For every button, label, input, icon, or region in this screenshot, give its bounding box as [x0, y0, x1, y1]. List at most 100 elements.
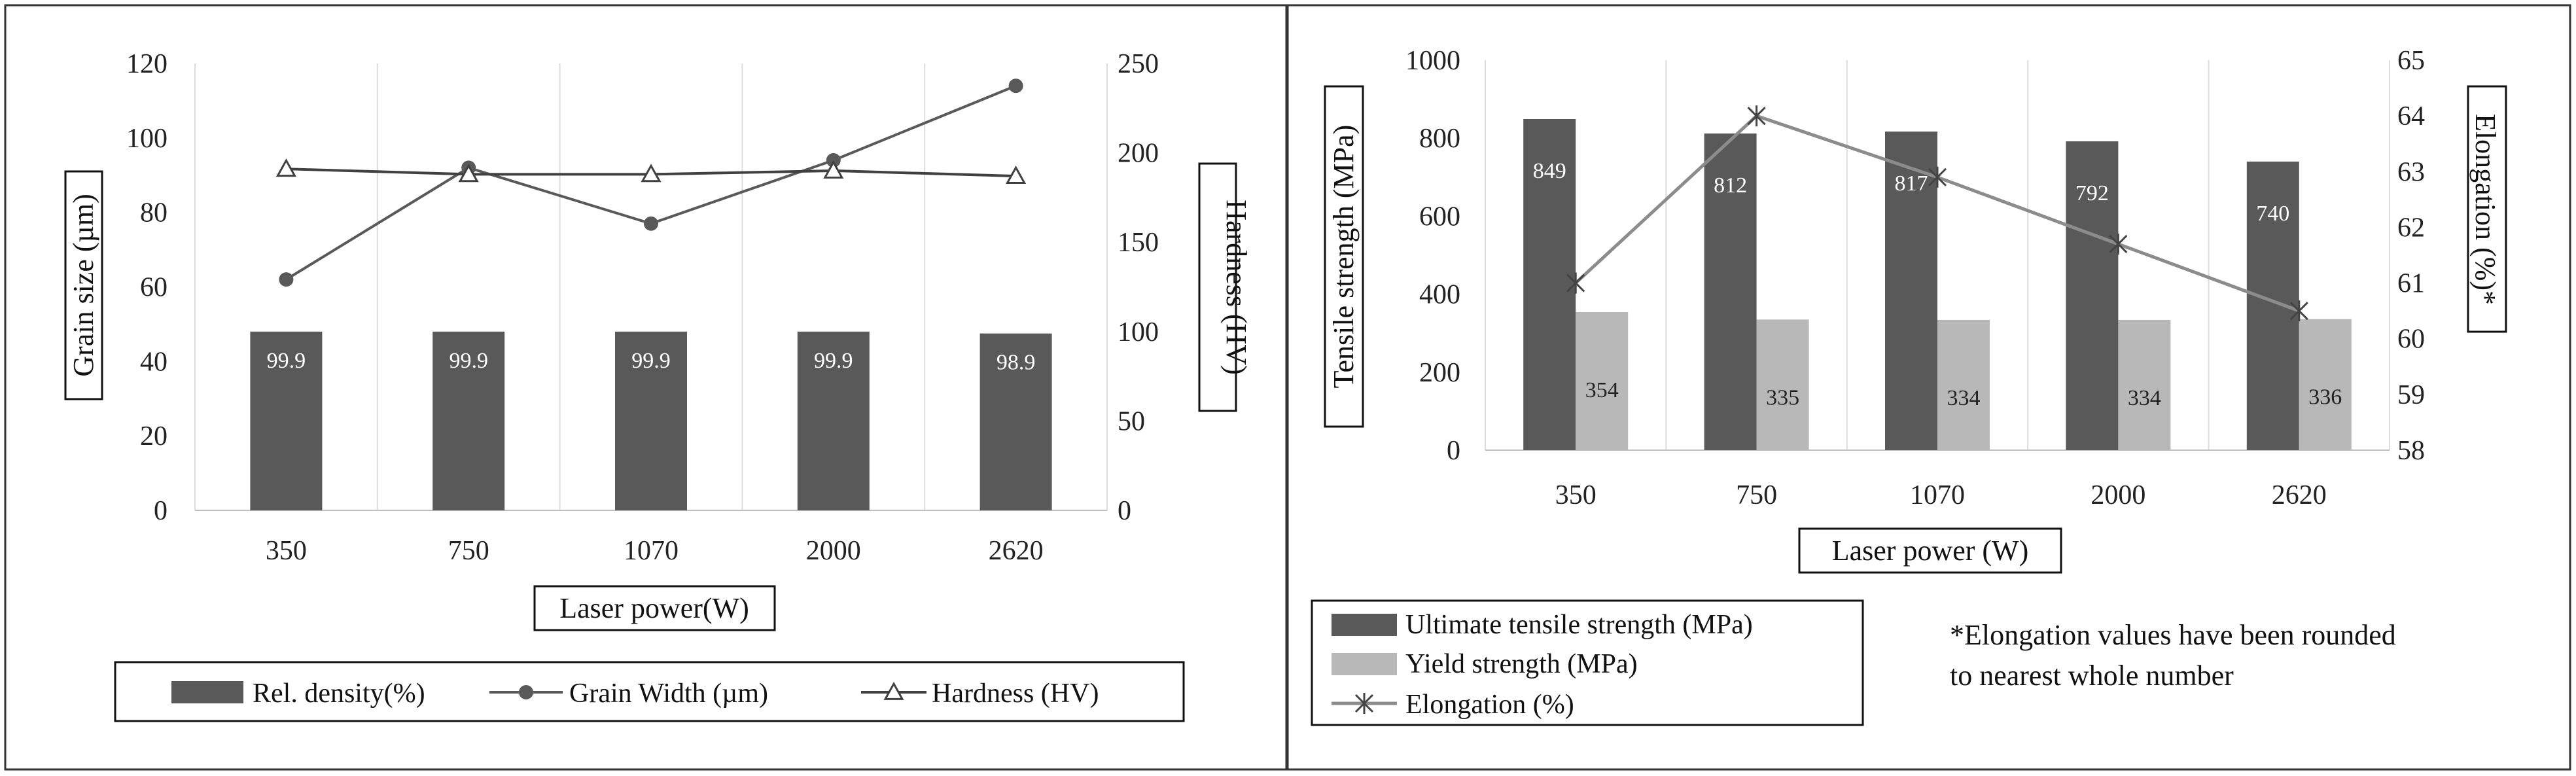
x-tick-label: 750	[1736, 480, 1777, 510]
footnote-line: to nearest whole number	[1950, 660, 2234, 692]
bar-rel-density	[797, 331, 870, 510]
bar-ultimate-tensile-strength	[2066, 141, 2119, 450]
bar-yield-strength	[1576, 312, 1629, 450]
y-tick-label: 40	[140, 347, 168, 377]
chart-tensile-elongation: 0 200 400 600 800 1000 58 59 60 61 62 63 64 65 350 750 1…	[1311, 46, 2507, 726]
point-hardness	[641, 164, 662, 183]
y-tick-label: 200	[1419, 358, 1460, 388]
y-axis-title-box	[1324, 85, 1364, 428]
bar-data-label: 335	[1766, 385, 1799, 410]
y-tick-label: 120	[126, 49, 168, 79]
y-tick-label: 1000	[1405, 46, 1460, 76]
bar-data-label: 740	[2256, 202, 2289, 226]
y-tick-label: 0	[1447, 436, 1460, 466]
point-elongation	[2289, 300, 2308, 322]
y2-tick-label: 63	[2397, 157, 2425, 187]
x-tick-label: 2000	[2091, 480, 2145, 510]
point-grain-width	[644, 216, 658, 231]
bar-data-label: 99.9	[267, 349, 306, 373]
point-grain-width	[1008, 79, 1023, 94]
legend-box	[1311, 599, 1864, 726]
point-hardness	[458, 164, 479, 183]
chart-grain-hardness: 0 20 40 60 80 100 120 0 50 100 150 200 250 350 750 1070…	[64, 49, 1252, 722]
y-tick-label: 80	[140, 198, 168, 228]
x-tick-label: 750	[448, 536, 489, 566]
legend-label: Rel. density(%)	[253, 679, 425, 709]
y2-tick-label: 61	[2397, 269, 2425, 299]
x-axis-title-box	[533, 585, 776, 631]
y-axis-title: Tensile strength (MPa)	[1328, 125, 1360, 389]
point-grain-width	[279, 272, 294, 287]
bar-ultimate-tensile-strength	[2246, 161, 2299, 450]
y-tick-label: 60	[140, 273, 168, 303]
x-tick-label: 2000	[806, 536, 861, 566]
right-panel-frame	[1286, 4, 2571, 771]
bar-rel-density	[979, 333, 1052, 510]
y-tick-label: 100	[126, 124, 168, 154]
point-elongation	[2109, 233, 2128, 255]
y2-axis-title-box	[1198, 162, 1237, 412]
bar-data-label: 334	[1947, 386, 1981, 410]
y2-tick-label: 250	[1118, 49, 1159, 79]
point-elongation	[1928, 166, 1947, 188]
y2-tick-label: 65	[2397, 46, 2425, 76]
y-tick-label: 0	[154, 496, 168, 526]
bar-data-label: 99.9	[814, 349, 853, 373]
legend-box	[114, 661, 1185, 722]
bar-ultimate-tensile-strength	[1704, 133, 1757, 450]
y2-tick-label: 64	[2397, 101, 2425, 132]
bar-data-label: 334	[2128, 386, 2161, 410]
footnote-line: *Elongation values have been rounded	[1950, 619, 2396, 651]
bar-data-label: 354	[1585, 378, 1619, 402]
bar-data-label: 817	[1895, 171, 1928, 196]
y2-tick-label: 60	[2397, 325, 2425, 355]
point-hardness	[823, 160, 844, 179]
legend-swatch-uts	[1332, 614, 1397, 636]
legend-label: Elongation (%)	[1405, 690, 1574, 720]
y-tick-label: 400	[1419, 280, 1460, 310]
point-elongation	[1566, 272, 1585, 294]
y-axis-title: Grain size (µm)	[67, 194, 99, 376]
y2-tick-label: 58	[2397, 436, 2425, 466]
point-elongation	[1747, 105, 1766, 127]
bar-ultimate-tensile-strength	[1523, 118, 1576, 450]
y-tick-label: 20	[140, 421, 168, 451]
y2-axis-title: Hardness (HV)	[1220, 200, 1252, 375]
bar-rel-density	[615, 331, 687, 510]
bar-data-label: 99.9	[631, 349, 671, 373]
bar-data-label: 99.9	[449, 349, 488, 373]
y2-tick-label: 62	[2397, 213, 2425, 243]
x-tick-label: 1070	[1910, 480, 1965, 510]
y2-axis-title: Elongation (%)*	[2469, 114, 2501, 305]
legend-marker-elongation	[1354, 693, 1374, 714]
x-tick-label: 1070	[624, 536, 679, 566]
y2-axis-title-box	[2467, 85, 2507, 333]
legend-label: Grain Width (µm)	[569, 679, 768, 709]
x-tick-label: 350	[266, 536, 307, 566]
bar-data-label: 812	[1714, 173, 1747, 198]
bar-data-label: 336	[2308, 385, 2342, 410]
y2-tick-label: 100	[1118, 317, 1159, 347]
legend-swatch-yield	[1332, 653, 1397, 675]
bar-yield-strength	[2118, 319, 2171, 450]
x-tick-label: 2620	[2272, 480, 2327, 510]
y-axis-title-box	[64, 170, 103, 400]
bar-rel-density	[250, 331, 323, 510]
point-hardness	[275, 158, 296, 177]
y2-tick-label: 59	[2397, 380, 2425, 410]
y2-tick-label: 150	[1118, 228, 1159, 258]
y2-tick-label: 200	[1118, 139, 1159, 169]
bar-data-label: 849	[1533, 159, 1566, 183]
y2-tick-label: 0	[1118, 496, 1131, 526]
x-tick-label: 350	[1555, 480, 1597, 510]
legend-swatch-rel-density	[171, 681, 243, 703]
bar-yield-strength	[2299, 319, 2352, 450]
legend-marker-hardness	[883, 681, 904, 700]
bar-rel-density	[432, 331, 505, 510]
legend-label: Yield strength (MPa)	[1405, 649, 1638, 679]
legend-label: Hardness (HV)	[932, 679, 1099, 709]
x-axis-title: Laser power(W)	[559, 592, 749, 624]
left-panel-frame	[4, 4, 1288, 771]
x-axis-title: Laser power (W)	[1832, 535, 2029, 567]
